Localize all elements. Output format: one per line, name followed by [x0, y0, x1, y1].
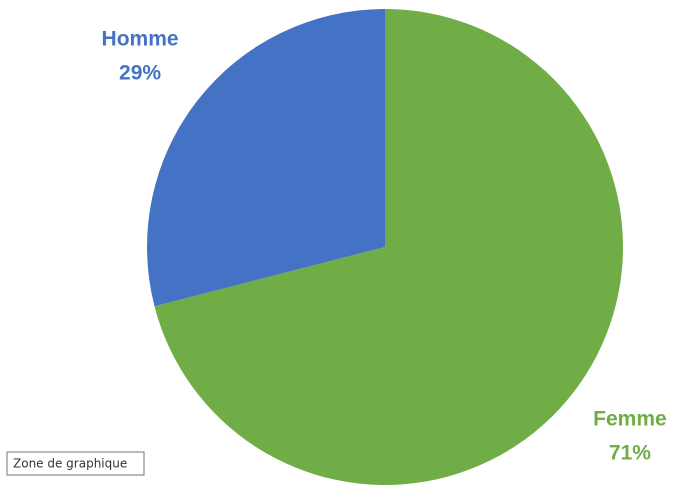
tooltip-box [6, 451, 145, 476]
data-label: 29% [119, 62, 161, 85]
slice-label: Femme [593, 408, 667, 431]
tooltip: Zone de graphique [13, 457, 127, 471]
pie [146, 9, 623, 485]
slice [154, 9, 623, 485]
data-label: 71% [609, 442, 651, 465]
slice-label: Homme [102, 28, 179, 51]
slice [146, 9, 385, 307]
